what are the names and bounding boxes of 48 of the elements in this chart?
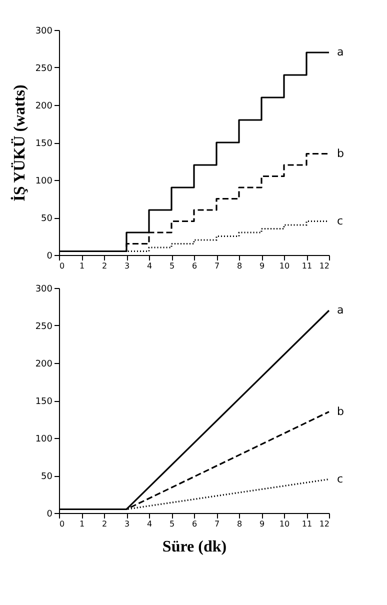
- x-tick-label: 11: [302, 262, 312, 270]
- series-label: b: [337, 146, 344, 160]
- x-tick-label: 2: [102, 520, 108, 528]
- series-label: a: [337, 304, 344, 316]
- y-tick-label: 150: [35, 397, 53, 407]
- x-tick-label: 8: [236, 520, 242, 528]
- x-tick-label: 9: [259, 520, 265, 528]
- y-tick-label: 50: [41, 214, 53, 224]
- x-axis-title: Süre (dk): [162, 538, 227, 556]
- x-tick-label: 7: [214, 262, 220, 270]
- x-tick-label: 10: [279, 520, 290, 528]
- series-label: a: [337, 46, 344, 58]
- x-tick-label: 6: [192, 520, 198, 528]
- x-tick-label: 4: [146, 262, 152, 270]
- x-tick-label: 6: [192, 262, 198, 270]
- y-tick-label: 250: [35, 322, 53, 332]
- y-tick-label: 0: [46, 252, 53, 262]
- y-tick-label: 200: [35, 102, 53, 112]
- x-tick-label: 3: [124, 520, 130, 528]
- y-tick-label: 150: [35, 139, 53, 149]
- x-tick-label: 11: [302, 520, 312, 528]
- x-tick-label: 2: [102, 262, 108, 270]
- x-tick-label: 12: [319, 262, 330, 270]
- x-tick-label: 0: [60, 520, 65, 528]
- y-tick-label: 200: [35, 360, 53, 370]
- x-tick-label: 5: [169, 520, 175, 528]
- y-tick-label: 100: [35, 434, 53, 444]
- x-tick-label: 3: [124, 262, 130, 270]
- y-tick-label: 250: [35, 64, 53, 74]
- x-tick-label: 9: [259, 262, 265, 270]
- x-tick-label: 0: [60, 262, 65, 270]
- x-tick-label: 4: [146, 520, 152, 528]
- series-label: b: [337, 404, 344, 418]
- y-tick-label: 0: [46, 510, 53, 520]
- y-axis-title: İŞ YÜKÜ (watts): [10, 84, 28, 202]
- y-tick-label: 300: [35, 284, 53, 294]
- y-tick-label: 300: [35, 26, 53, 36]
- x-tick-label: 1: [79, 520, 85, 528]
- x-tick-label: 5: [169, 262, 175, 270]
- x-tick-label: 12: [319, 520, 330, 528]
- x-tick-label: 7: [214, 520, 220, 528]
- x-tick-label: 1: [79, 262, 85, 270]
- series-label: c: [337, 214, 344, 228]
- y-tick-label: 50: [41, 472, 53, 482]
- series-label: c: [337, 472, 344, 486]
- x-tick-label: 8: [236, 262, 242, 270]
- x-tick-label: 10: [279, 262, 290, 270]
- y-tick-label: 100: [35, 176, 53, 186]
